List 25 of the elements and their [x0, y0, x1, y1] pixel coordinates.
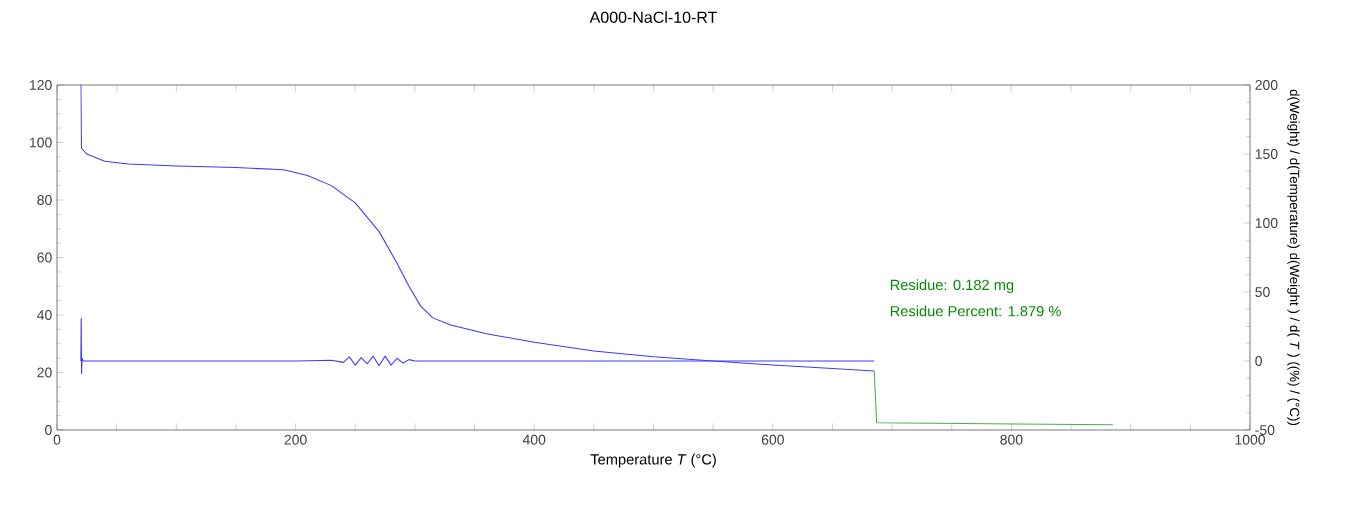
x-tick-label: 200 [284, 434, 307, 445]
x-tick-label: 0 [53, 434, 61, 445]
y2-tick-label: 50 [1255, 287, 1270, 297]
annotation: Residue Percent: 1.879 % [890, 305, 1061, 317]
y2-tick-label: 100 [1255, 218, 1278, 228]
chart-title: A000-NaCl-10-RT [589, 11, 717, 23]
y2-tick-label: 0 [1255, 356, 1262, 366]
y2-tick-label: -50 [1255, 425, 1275, 435]
y2-tick-label: 200 [1255, 80, 1278, 90]
line-series [80, 85, 875, 372]
y-tick-label: 80 [37, 195, 52, 205]
y-tick-label: 100 [30, 137, 52, 148]
y-tick-label: 20 [37, 367, 52, 378]
annotation: Residue: 0.182 mg [890, 279, 1014, 293]
y2-tick-label: 150 [1255, 149, 1278, 159]
x-axis-title: Temperature T (°C) [590, 453, 716, 468]
y-tick-label: 0 [45, 425, 52, 435]
x-tick-label: 1000 [1235, 434, 1266, 445]
y-tick-label: 60 [37, 252, 52, 263]
y-tick-label: 40 [37, 310, 52, 320]
x-tick-label: 400 [522, 434, 546, 445]
x-tick-label: 600 [761, 434, 784, 445]
x-tick-label: 800 [1000, 434, 1023, 445]
y2-axis-title: d(Weight) / d(Temperature) d(Weight ) / d(T ) ((%) / (°C)) [1287, 89, 1300, 426]
y-tick-label: 120 [30, 80, 52, 90]
